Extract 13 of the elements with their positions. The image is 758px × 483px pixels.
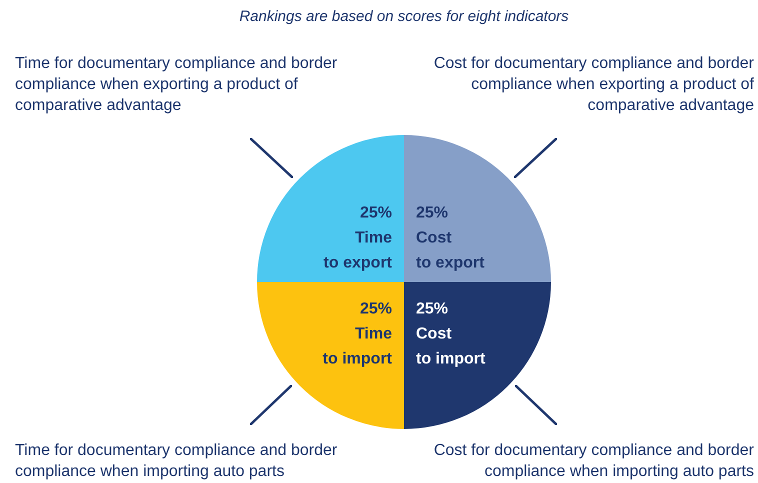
data-label: 25% <box>416 300 448 318</box>
slice-label: Cost to import <box>416 325 486 368</box>
chart-title: Rankings are based on scores for eight indicators <box>238 8 570 25</box>
text: Time for documentary compliance and border compliance when importing auto parts <box>15 441 338 482</box>
data-label: 25% <box>360 300 392 318</box>
data-label: 25% <box>416 204 448 222</box>
text: Time for documentary compliance and border compliance when exporting a product of comparative advantage <box>15 54 338 116</box>
slice-label: Time to export <box>324 229 393 272</box>
text: Cost for documentary compliance and border compliance when importing auto parts <box>432 441 754 482</box>
slice-label: Cost to export <box>416 229 486 272</box>
data-label: 25% <box>360 204 392 222</box>
text: Cost for documentary compliance and border compliance when exporting a product of comparative advantage <box>432 54 754 116</box>
slice-label: Time to import <box>322 325 393 368</box>
